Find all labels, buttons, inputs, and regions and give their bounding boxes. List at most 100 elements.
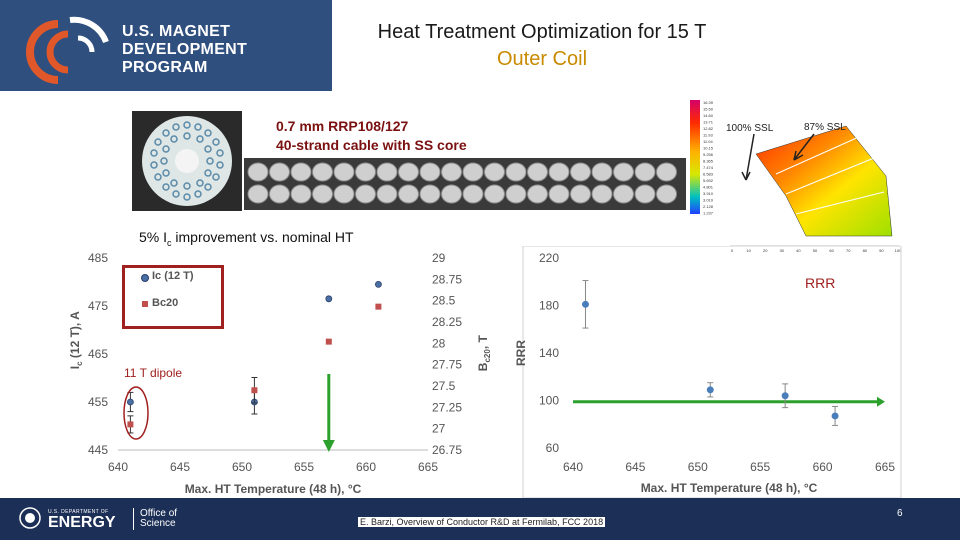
cable-strand	[591, 184, 613, 204]
field-simulation: 16.39 15.50 14.60 13.71 12.82 11.93 11.04 10.15…	[686, 96, 904, 254]
cable-strand	[355, 184, 376, 204]
cable-strand	[570, 162, 591, 182]
chart2-rrr-point	[581, 300, 589, 308]
footer-divider	[133, 508, 134, 530]
chart1-x-tick: 655	[294, 460, 314, 474]
cable-strand	[269, 162, 290, 182]
cable-strand	[527, 184, 548, 204]
sample-caption-line-2: 40-strand cable with SS core	[276, 137, 467, 153]
cable-strand	[613, 162, 634, 182]
sim-axis-tick: 70	[846, 248, 851, 253]
colorbar-label: 13.71	[703, 120, 714, 125]
colorbar-label: 4.801	[703, 185, 714, 190]
cable-strand	[484, 162, 505, 182]
chart1-y2-tick: 27.75	[432, 358, 462, 372]
sim-axis-tick: 40	[796, 248, 801, 253]
colorbar-label: 11.93	[703, 133, 713, 138]
cable-strand	[613, 184, 634, 204]
chart1-bc20-point	[251, 387, 258, 394]
cable-strand	[290, 162, 312, 182]
chart2-y-tick: 220	[539, 251, 559, 265]
chart2-reference-arrow	[877, 396, 885, 407]
dipole-highlight-ellipse	[123, 386, 149, 440]
cable-strand	[247, 184, 269, 204]
rrr-annotation: RRR	[805, 275, 836, 291]
cable-strand	[290, 184, 312, 204]
cable-strand	[548, 184, 570, 204]
logo-line-1: U.S. MAGNET	[122, 23, 231, 40]
colorbar-label: 8.365	[703, 159, 714, 164]
doe-label: ENERGY	[48, 514, 116, 531]
chart1-y2-tick: 27	[432, 422, 446, 436]
colorbar-label: 2.128	[703, 204, 714, 209]
chart1-ic-point	[374, 281, 382, 288]
strand-photo	[132, 111, 242, 211]
colorbar-label: 15.50	[703, 107, 714, 112]
sim-axis-tick: 10	[746, 248, 751, 253]
cable-strand	[656, 184, 677, 204]
chart2-rrr-point	[706, 386, 714, 394]
cable-strand	[355, 162, 376, 182]
legend-ic-label: Ic (12 T)	[152, 270, 194, 282]
chart1-y-tick: 475	[88, 299, 108, 313]
chart1-ylabel-text: Ic (12 T), A	[67, 311, 85, 370]
chart1-ic-point	[127, 398, 134, 406]
sim-axis-tick: 30	[780, 248, 785, 253]
chart2-frame	[522, 246, 902, 498]
chart1-x-tick: 640	[108, 460, 128, 474]
colorbar-label: 11.04	[703, 139, 713, 144]
chart2-ylabel: RRR	[514, 340, 528, 366]
chart1-y-tick: 465	[88, 347, 108, 361]
improvement-prefix: 5% I	[139, 229, 168, 245]
colorbar-label: 14.60	[703, 113, 714, 118]
chart1-bc20-point	[127, 421, 134, 428]
cable-strand	[548, 162, 570, 182]
chart2-xlabel: Max. HT Temperature (48 h), °C	[641, 481, 818, 495]
cable-strand	[462, 184, 484, 204]
cable-strand	[656, 162, 677, 182]
chart1-y2-tick: 27.25	[432, 400, 462, 414]
strand-cross-section-image	[142, 116, 232, 206]
improvement-annotation: 5% Ic improvement vs. nominal HT	[139, 229, 354, 248]
chart1-y2-tick: 28.25	[432, 315, 462, 329]
chart1-ic-point	[325, 295, 333, 303]
cable-strand	[376, 162, 398, 182]
colorbar-label: 1.237	[703, 211, 714, 216]
colorbar-label: 3.910	[703, 191, 714, 196]
chart1-y-tick: 445	[88, 443, 108, 457]
sample-caption-line-1: 0.7 mm RRP108/127	[276, 118, 409, 134]
chart1-ylabel: Ic (12 T), A	[66, 292, 86, 392]
chart1-y2label: Bc20, T	[474, 305, 494, 405]
chart2-y-tick: 140	[539, 346, 559, 360]
chart1-y2-tick: 28	[432, 336, 446, 350]
cable-cross-section-image	[247, 162, 677, 204]
chart1-y2-tick: 26.75	[432, 443, 462, 457]
chart1-y2-tick: 28.75	[432, 272, 462, 286]
colorbar-label: 10.15	[703, 146, 714, 151]
chart1-x-tick: 660	[356, 460, 376, 474]
sim-axis-tick: 20	[763, 248, 768, 253]
cable-strand	[462, 162, 484, 182]
cable-strand	[247, 162, 269, 182]
cable-strand	[419, 184, 441, 204]
chart1-x-tick: 650	[232, 460, 252, 474]
cable-strand	[441, 162, 462, 182]
chart2-x-tick: 650	[688, 460, 708, 474]
cable-strand	[312, 162, 333, 182]
cable-strand	[269, 184, 290, 204]
chart2-x-tick: 660	[813, 460, 833, 474]
chart2-y-tick: 100	[539, 394, 559, 408]
chart1-bc20-point	[325, 338, 332, 345]
improvement-suffix: improvement vs. nominal HT	[171, 229, 354, 245]
cable-strand	[484, 184, 505, 204]
cable-strand	[398, 184, 419, 204]
cable-strand	[527, 162, 548, 182]
colorbar-label: 12.82	[703, 126, 714, 131]
page-number: 6	[897, 508, 903, 519]
chart1-x-tick: 665	[418, 460, 438, 474]
logo-line-3: PROGRAM	[122, 59, 208, 76]
cable-strand	[398, 162, 419, 182]
chart1-green-arrow-head	[322, 440, 335, 452]
chart2-rrr-point	[831, 412, 839, 420]
